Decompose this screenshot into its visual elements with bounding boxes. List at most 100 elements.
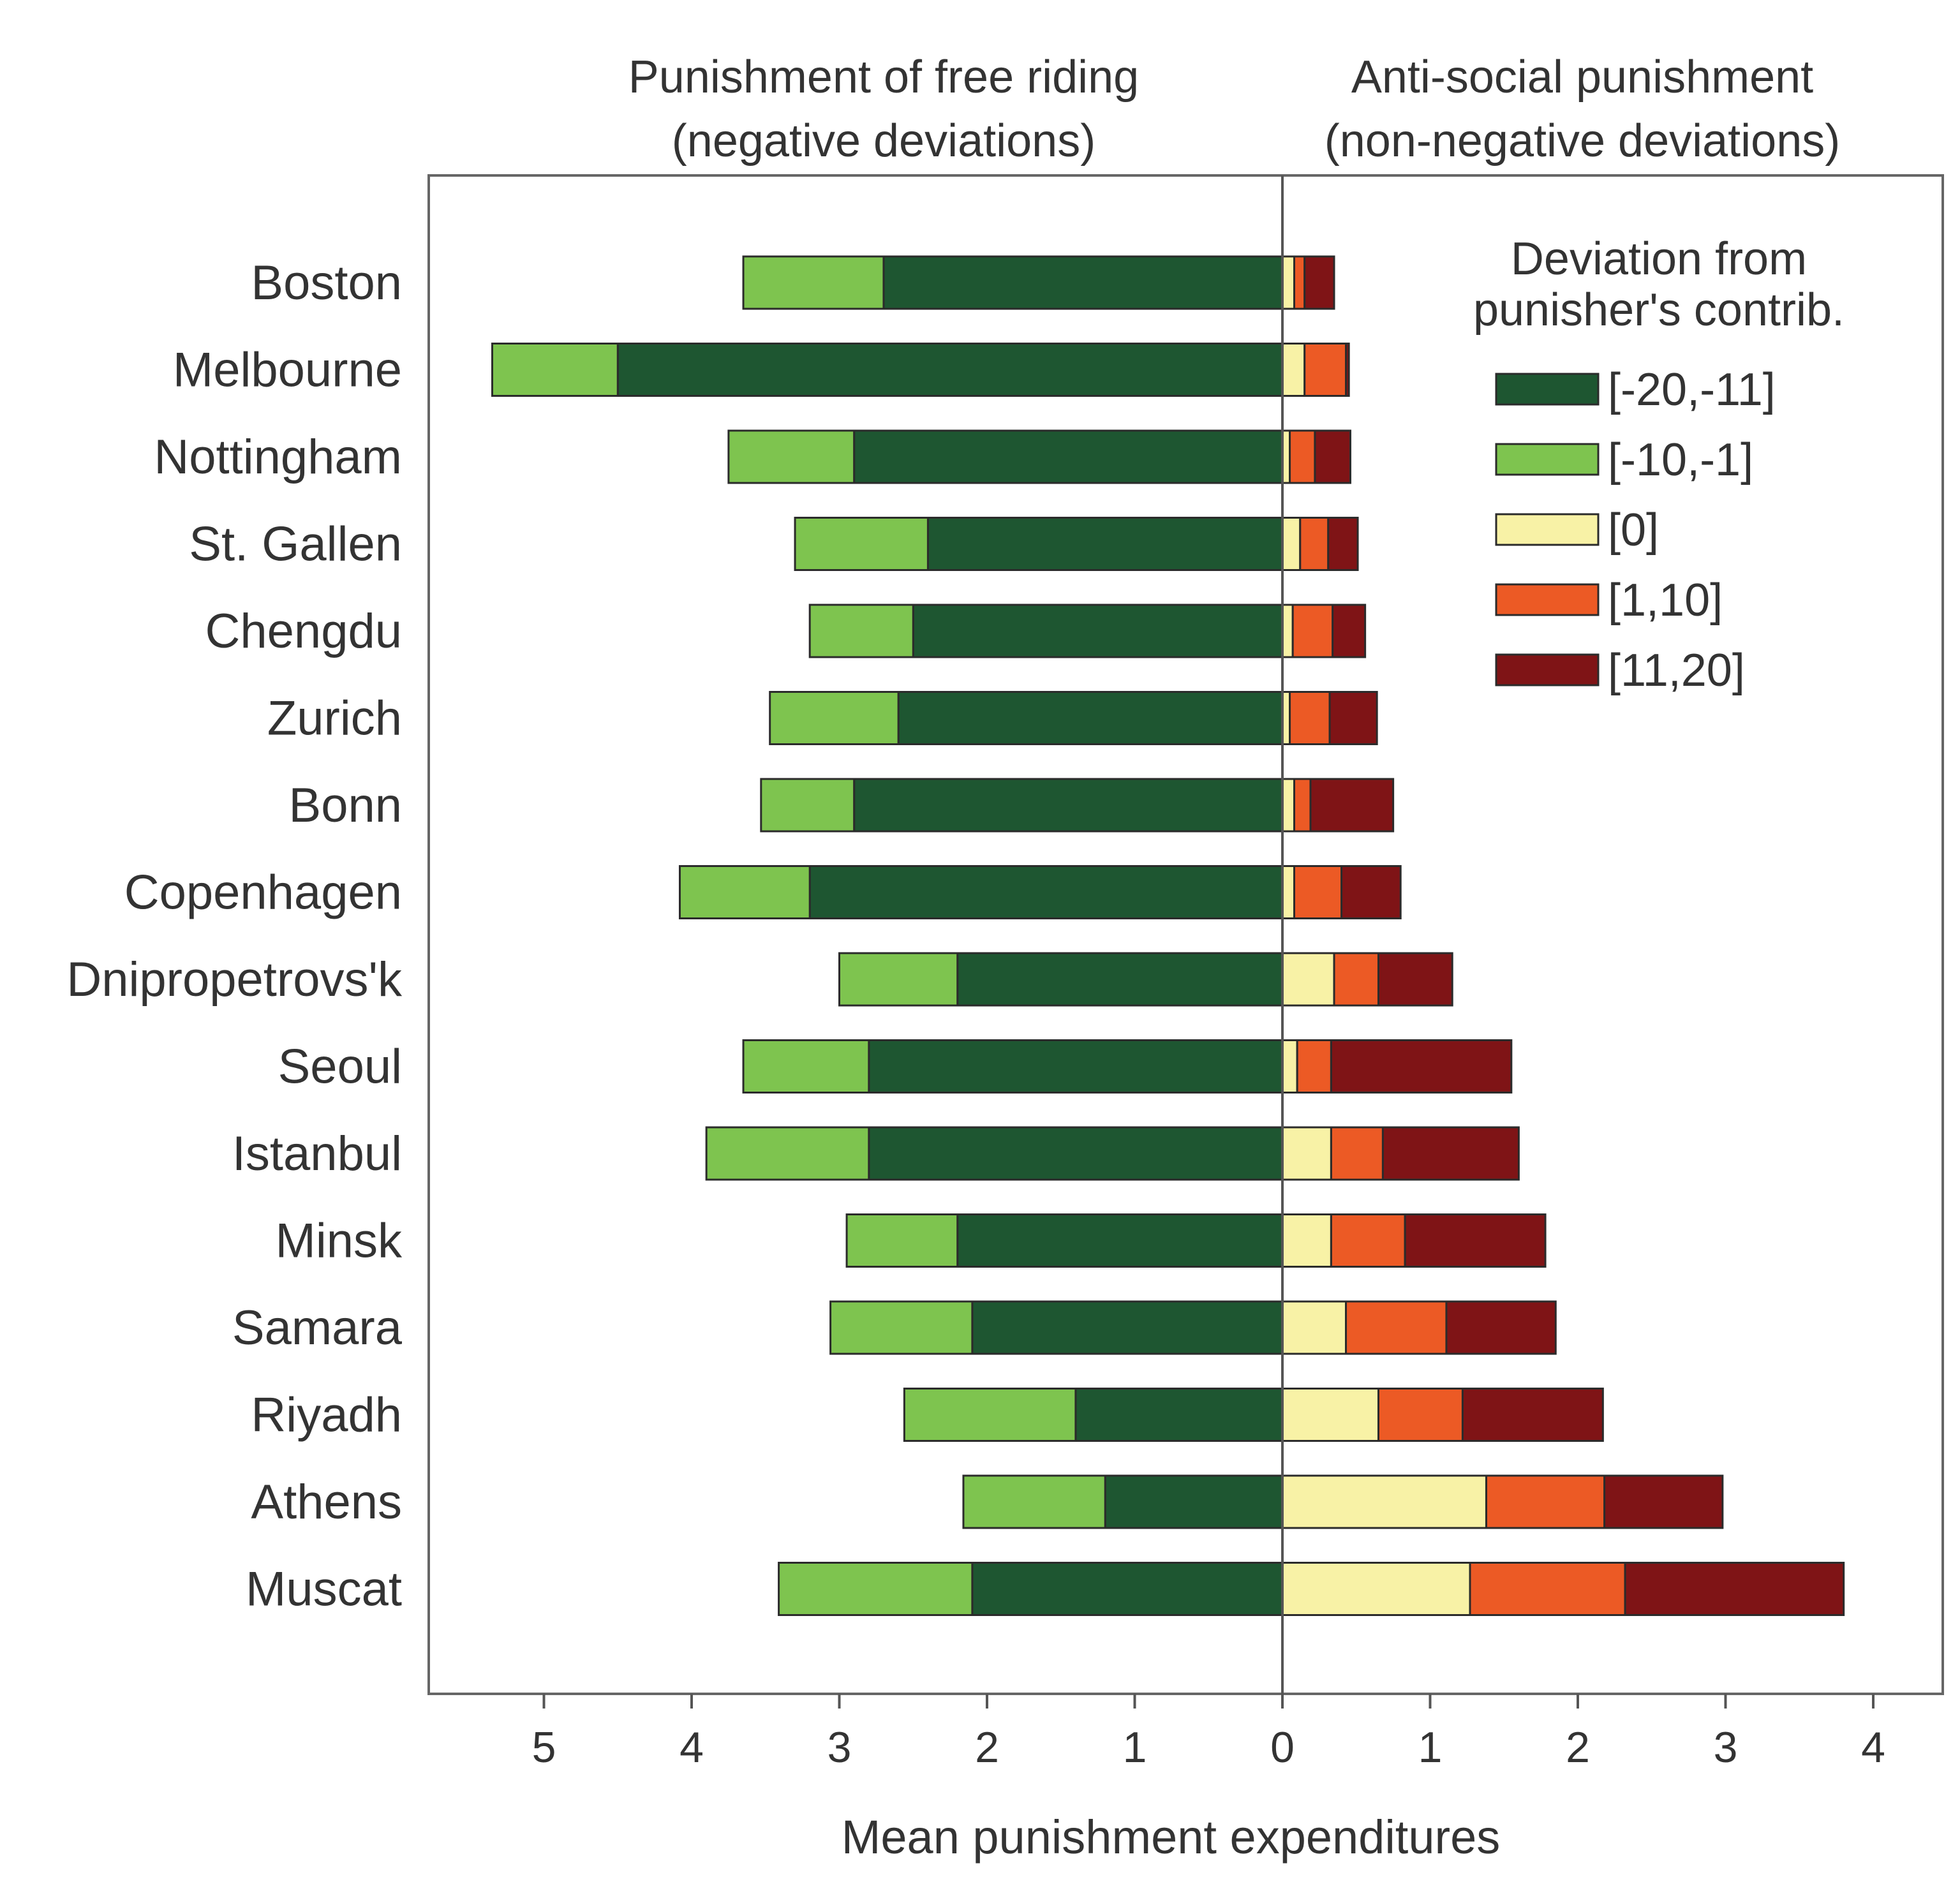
bar-minsk-[1,10] [1330, 1213, 1406, 1268]
city-label-melbourne: Melbourne [173, 343, 402, 397]
bar-samara-[1,10] [1345, 1300, 1448, 1355]
bar-seoul-[0] [1281, 1039, 1298, 1094]
x-axis-label: Mean punishment expenditures [842, 1811, 1501, 1864]
bar-nottingham-[1,10] [1289, 429, 1316, 484]
bar-samara-[0] [1281, 1300, 1348, 1355]
bar-zurich-[1,10] [1289, 691, 1331, 745]
bar-copenhagen-[11,20] [1340, 865, 1402, 919]
legend-title-line1: Deviation from [1511, 234, 1807, 285]
bar-minsk-[-20,-11] [956, 1213, 1284, 1268]
legend-swatch [1495, 443, 1600, 476]
legend-title-line2: punisher's contrib. [1473, 285, 1845, 336]
bar-riyadh-[1,10] [1377, 1388, 1464, 1442]
bar-st-gallen-[-10,-1] [794, 517, 929, 571]
bar-nottingham-[-20,-11] [853, 429, 1284, 484]
bar-muscat-[0] [1281, 1562, 1471, 1616]
legend-label: [0] [1608, 505, 1659, 556]
bar-riyadh-[-20,-11] [1074, 1388, 1284, 1442]
bar-samara-[11,20] [1445, 1300, 1557, 1355]
city-label-minsk: Minsk [276, 1214, 403, 1268]
section-titles: Punishment of free riding (negative devi… [628, 52, 1840, 167]
right-section-title-line1: Anti-social punishment [1351, 52, 1813, 103]
left-section-title-line2: (negative deviations) [672, 115, 1095, 167]
legend-label: [-10,-1] [1608, 434, 1753, 486]
bar-nottingham-[-10,-1] [727, 429, 856, 484]
bar-melbourne-[0] [1281, 343, 1306, 397]
city-label-athens: Athens [251, 1475, 402, 1529]
bar-bonn-[-20,-11] [853, 778, 1284, 833]
bar-st-gallen-[0] [1281, 517, 1302, 571]
bar-minsk-[11,20] [1404, 1213, 1547, 1268]
bar-muscat-[-10,-1] [778, 1562, 974, 1616]
bar-samara-[-20,-11] [971, 1300, 1284, 1355]
bar-istanbul-[-10,-1] [705, 1126, 870, 1181]
x-tick-label: 2 [975, 1723, 999, 1772]
bar-boston-[-20,-11] [882, 255, 1284, 310]
bar-boston-[-10,-1] [742, 255, 885, 310]
bar-boston-[0] [1281, 255, 1296, 310]
bar-athens-[0] [1281, 1474, 1487, 1529]
legend-label: [11,20] [1608, 645, 1745, 696]
x-tick-label: 4 [1861, 1723, 1885, 1772]
city-label-nottingham: Nottingham [154, 430, 402, 484]
bar-dnipropetrovs-k-[-20,-11] [956, 952, 1284, 1007]
bar-seoul-[-10,-1] [742, 1039, 870, 1094]
x-tick-label: 5 [532, 1723, 556, 1772]
bar-st-gallen-[11,20] [1327, 517, 1359, 571]
bar-muscat-[11,20] [1624, 1562, 1845, 1616]
bar-dnipropetrovs-k-[0] [1281, 952, 1335, 1007]
x-tick-label: 4 [679, 1723, 704, 1772]
legend-label: [1,10] [1608, 575, 1723, 626]
bar-bonn-[0] [1281, 778, 1296, 833]
bar-athens-[1,10] [1485, 1474, 1606, 1529]
bar-seoul-[1,10] [1296, 1039, 1332, 1094]
bar-riyadh-[-10,-1] [903, 1388, 1077, 1442]
x-axis-ticks: 5 4 3 2 1 0 1 2 3 4 [532, 1694, 1885, 1772]
bar-samara-[-10,-1] [829, 1300, 974, 1355]
city-label-boston: Boston [251, 256, 402, 310]
bar-muscat-[1,10] [1469, 1562, 1626, 1616]
bar-boston-[1,10] [1293, 255, 1306, 310]
bar-chengdu-[0] [1281, 604, 1294, 658]
bar-bonn-[-10,-1] [760, 778, 856, 833]
bar-istanbul-[11,20] [1381, 1126, 1520, 1181]
bar-athens-[-10,-1] [962, 1474, 1106, 1529]
city-label-copenhagen: Copenhagen [124, 866, 402, 920]
x-tick-label: 1 [1123, 1723, 1147, 1772]
city-label-riyadh: Riyadh [251, 1388, 402, 1442]
legend-swatch [1495, 653, 1600, 686]
bar-istanbul-[0] [1281, 1126, 1332, 1181]
bar-zurich-[11,20] [1328, 691, 1378, 745]
bar-seoul-[-20,-11] [868, 1039, 1284, 1094]
bar-st-gallen-[1,10] [1299, 517, 1330, 571]
bar-melbourne-[-10,-1] [491, 343, 619, 397]
bar-chengdu-[-20,-11] [912, 604, 1284, 658]
legend-swatch [1495, 513, 1600, 546]
bar-minsk-[0] [1281, 1213, 1332, 1268]
right-section-title-line2: (non-negative deviations) [1325, 115, 1841, 167]
bar-chengdu-[1,10] [1291, 604, 1334, 658]
bar-st-gallen-[-20,-11] [926, 517, 1284, 571]
legend-items: [-20,-11] [-10,-1] [0] [1,10] [11,20] [1495, 364, 1776, 696]
bar-seoul-[11,20] [1330, 1039, 1513, 1094]
bars-group [491, 255, 1845, 1616]
bar-bonn-[11,20] [1309, 778, 1395, 833]
city-label-dnipropetrovs-k: Dnipropetrovs'k [66, 953, 403, 1007]
bar-bonn-[1,10] [1293, 778, 1312, 833]
bar-dnipropetrovs-k-[1,10] [1333, 952, 1379, 1007]
bar-athens-[11,20] [1603, 1474, 1724, 1529]
plot-frame [427, 174, 1944, 1695]
bar-copenhagen-[1,10] [1293, 865, 1343, 919]
legend-label: [-20,-11] [1608, 364, 1776, 415]
x-tick-label: 1 [1418, 1723, 1443, 1772]
bar-copenhagen-[-20,-11] [808, 865, 1284, 919]
bar-boston-[11,20] [1303, 255, 1335, 310]
bar-dnipropetrovs-k-[11,20] [1377, 952, 1453, 1007]
bar-nottingham-[11,20] [1314, 429, 1351, 484]
bar-istanbul-[-20,-11] [868, 1126, 1284, 1181]
city-label-seoul: Seoul [278, 1040, 402, 1094]
bar-riyadh-[11,20] [1461, 1388, 1604, 1442]
city-label-muscat: Muscat [246, 1562, 402, 1617]
legend: Deviation from punisher's contrib. [-20,… [1473, 234, 1845, 696]
